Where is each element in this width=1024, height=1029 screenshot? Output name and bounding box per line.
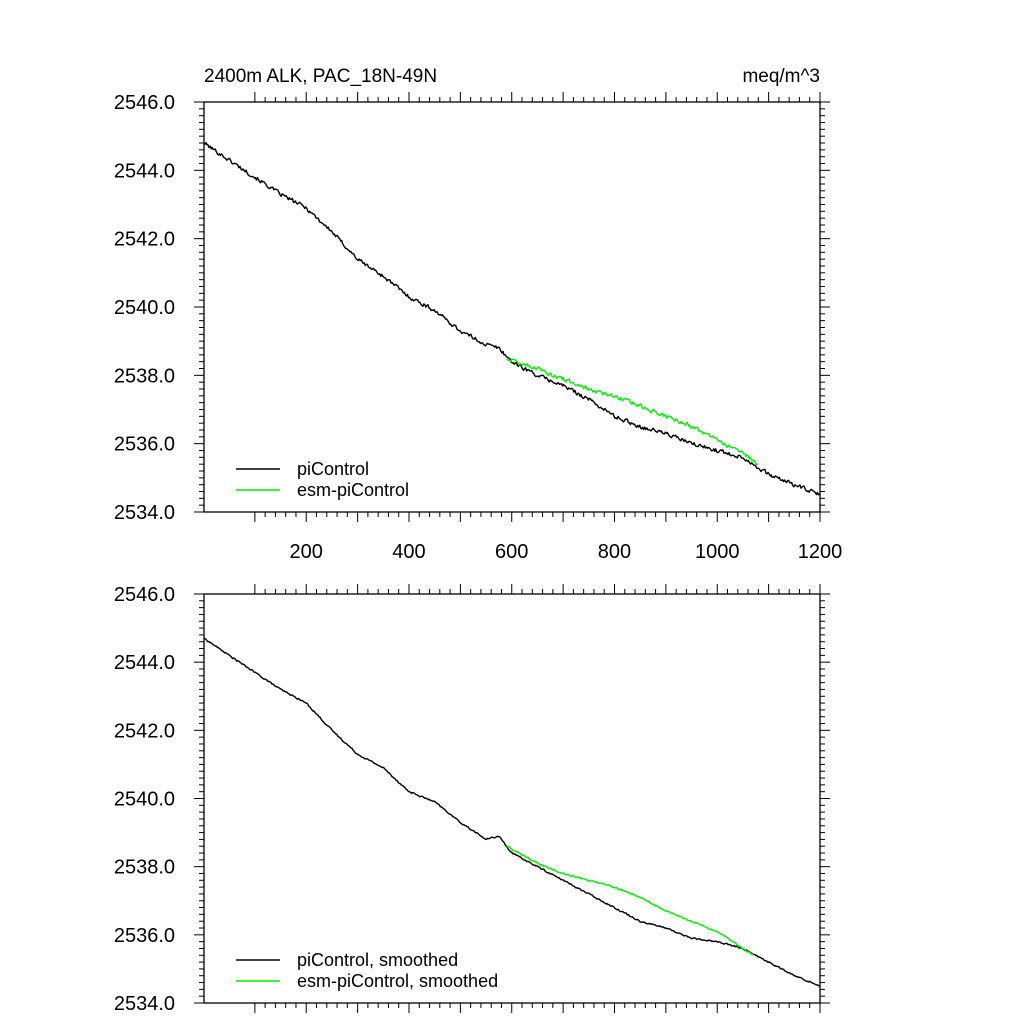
chart-units-label: meq/m^3 bbox=[742, 66, 820, 87]
y-tick-label: 2542.0 bbox=[114, 229, 175, 251]
y-tick-label: 2540.0 bbox=[114, 297, 175, 319]
x-tick-label: 200 bbox=[290, 541, 323, 563]
x-tick-label: 800 bbox=[598, 541, 631, 563]
legend-label: piControl bbox=[297, 459, 369, 479]
plot-frame bbox=[203, 101, 821, 513]
series-line-esm-picontrol bbox=[506, 358, 759, 466]
legend-label: piControl, smoothed bbox=[297, 950, 458, 970]
y-tick-label: 2534.0 bbox=[114, 502, 175, 524]
legend-label: esm-piControl, smoothed bbox=[297, 971, 498, 991]
x-tick-label: 1200 bbox=[798, 541, 843, 563]
series-line-picontrol-smoothed bbox=[203, 637, 820, 987]
series-line-picontrol bbox=[203, 141, 821, 496]
x-tick-label: 400 bbox=[392, 541, 425, 563]
y-tick-label: 2546.0 bbox=[114, 92, 175, 114]
y-tick-label: 2544.0 bbox=[114, 652, 175, 674]
y-tick-label: 2538.0 bbox=[114, 365, 175, 387]
x-tick-label: 600 bbox=[495, 541, 528, 563]
x-tick-label: 1000 bbox=[695, 541, 740, 563]
y-tick-label: 2542.0 bbox=[114, 720, 175, 742]
chart-panel-bottom: 2534.0 2536.0 2538.0 2540.0 2542.0 2544.0 2546… bbox=[114, 584, 830, 1015]
y-tick-label: 2538.0 bbox=[114, 857, 175, 879]
y-tick-label: 2536.0 bbox=[114, 925, 175, 947]
y-tick-label: 2546.0 bbox=[114, 584, 175, 606]
y-tick-label: 2536.0 bbox=[114, 434, 175, 456]
y-tick-label: 2534.0 bbox=[114, 993, 175, 1015]
series-line-esm-picontrol-smoothed bbox=[506, 845, 754, 956]
chart-left-title: 2400m ALK, PAC_18N-49N bbox=[204, 66, 437, 87]
chart-panel-top: 2534.0 2536.0 2538.0 2540.0 2542.0 2544.0 2546… bbox=[114, 92, 842, 563]
y-tick-label: 2540.0 bbox=[114, 789, 175, 811]
y-tick-label: 2544.0 bbox=[114, 160, 175, 182]
plot-frame bbox=[203, 593, 821, 1004]
chart-panels: 2534.0 2536.0 2538.0 2540.0 2542.0 2544.0 2546… bbox=[114, 92, 842, 1015]
legend-label: esm-piControl bbox=[297, 480, 409, 500]
